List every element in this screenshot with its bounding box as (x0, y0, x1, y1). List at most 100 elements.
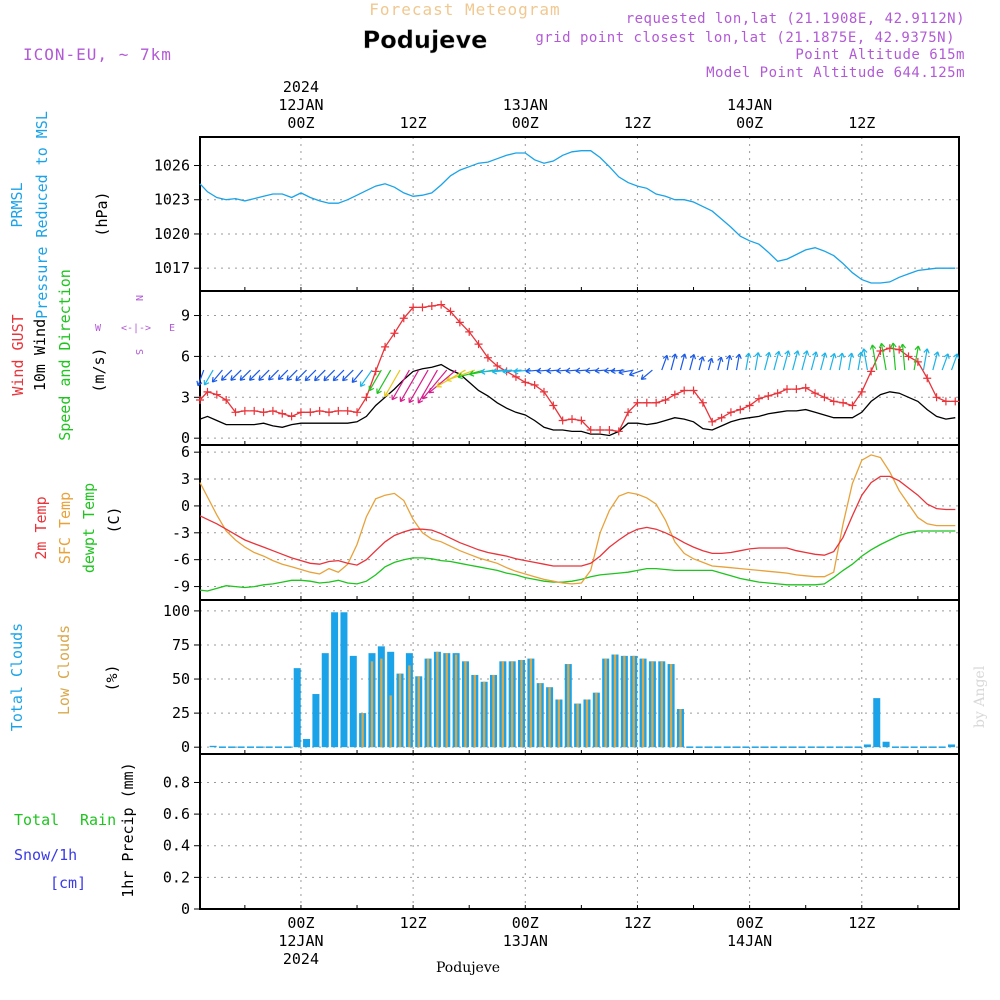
wind-arrow (594, 367, 606, 374)
time-label-top: 12Z (848, 114, 875, 132)
wind-arrow (417, 369, 438, 404)
gust-marker (399, 314, 408, 323)
wind-arrow (230, 369, 242, 381)
low-cloud-bar (539, 683, 542, 748)
wind-arrow (196, 369, 205, 387)
wind-arrow (342, 369, 354, 382)
wind-arrow (258, 369, 270, 381)
time-label-bottom: 00Z (512, 914, 539, 932)
wind-arrow (565, 367, 578, 374)
y-tick-label: -6 (172, 551, 190, 569)
gust-marker (306, 408, 315, 417)
low-cloud-bar (632, 655, 635, 748)
gust-marker (334, 406, 343, 415)
y-tick-label: 1020 (154, 225, 190, 243)
time-label-top: 00Z (287, 114, 314, 132)
panel-label-text: 10m Wind (31, 319, 49, 391)
total-cloud-bar (209, 745, 217, 748)
y-tick-label: 75 (172, 636, 190, 654)
wind-arrow (628, 369, 644, 377)
wind-arrow (792, 350, 800, 371)
panel-label-text: SFC Temp (56, 492, 74, 564)
gust-marker (493, 361, 502, 370)
low-cloud-bar (669, 664, 673, 748)
panel-label-text: PRMSL (8, 182, 26, 227)
gust-marker (287, 412, 296, 421)
total-cloud-bar (321, 653, 329, 748)
y-tick-label: 1023 (154, 191, 190, 209)
wind-arrow (618, 368, 634, 376)
time-label-top: 2024 (283, 78, 319, 96)
y-tick-label: 0 (181, 738, 190, 756)
low-cloud-bar (595, 692, 598, 748)
y-tick-label: 1026 (154, 157, 190, 175)
time-label-bottom: 12Z (400, 914, 427, 932)
gust-marker (642, 398, 651, 407)
low-cloud-bar (426, 658, 430, 748)
pressure-line (199, 150, 956, 284)
gust-marker (951, 397, 960, 406)
low-cloud-bar (436, 651, 439, 748)
gust-marker (801, 383, 810, 392)
gust-marker (353, 408, 362, 417)
y-tick-label: -9 (172, 578, 190, 596)
total-cloud-bar (863, 744, 871, 748)
gust-marker (222, 396, 231, 405)
wind-arrow (857, 351, 864, 371)
wind-arrow (575, 367, 588, 374)
wind-arrow (913, 345, 921, 371)
compass-north: N (133, 295, 144, 301)
wind-arrow (829, 352, 837, 371)
gust-marker (474, 340, 483, 349)
gust-marker (848, 401, 857, 410)
gust-marker (343, 406, 352, 415)
low-cloud-bar (679, 709, 682, 748)
time-label-top: 12JAN (278, 96, 323, 114)
wind-arrow (359, 369, 373, 387)
y-tick-label: 0 (181, 429, 190, 447)
gust-marker (577, 416, 586, 425)
wind-arrow (725, 354, 733, 371)
wind-speed-line (199, 363, 956, 437)
gust-marker (212, 390, 221, 399)
y-tick-label: 9 (181, 307, 190, 325)
gust-marker (820, 393, 829, 402)
chart-subtitle: Forecast Meteogram (369, 0, 560, 19)
panel-wind: 0 3 6 9 (181, 290, 960, 447)
wind-arrow (268, 369, 279, 381)
wind-arrow (801, 350, 810, 371)
gust-marker (530, 381, 539, 390)
panel-label-text: (%) (103, 664, 121, 691)
gust-marker (511, 372, 520, 381)
panel-temp: -9 -6 -3 0 3 6 (172, 443, 960, 601)
gust-marker (568, 415, 577, 424)
total-cloud-bar (873, 698, 881, 748)
gust-marker (857, 387, 866, 396)
y-tick-label: 1017 (154, 259, 190, 277)
chart-title: Podujeve (363, 26, 488, 54)
low-cloud-bar (389, 695, 392, 748)
low-cloud-bar (417, 676, 420, 748)
gust-marker (829, 397, 838, 406)
low-cloud-bar (370, 661, 374, 748)
total-cloud-bar (948, 744, 956, 748)
gust-marker (652, 398, 661, 407)
gust-marker (203, 387, 212, 396)
low-cloud-bar (511, 661, 514, 748)
gust-marker (409, 303, 418, 312)
gust-marker (885, 344, 894, 353)
gust-marker (736, 405, 745, 414)
time-label-bottom: 13JAN (503, 932, 548, 950)
wind-arrow (422, 369, 448, 400)
y-tick-label: -3 (172, 524, 190, 542)
y-tick-label: 100 (163, 602, 190, 620)
snow-unit-label: [cm] (50, 874, 86, 892)
panel-label-text: 2m Temp (32, 496, 50, 559)
low-cloud-bar (408, 665, 411, 748)
gust-marker (483, 353, 492, 362)
wind-arrow (383, 369, 401, 397)
gust-marker (745, 401, 754, 410)
gust-marker (296, 408, 305, 417)
panel-label-text: Total Clouds (8, 623, 26, 731)
